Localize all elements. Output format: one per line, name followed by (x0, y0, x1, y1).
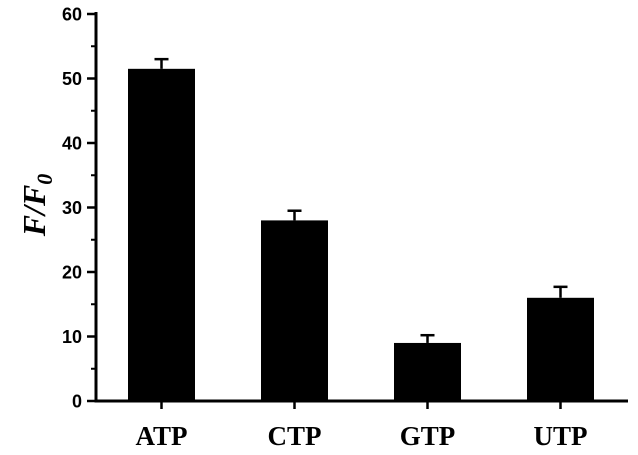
x-tick-label-ctp: CTP (268, 421, 322, 451)
y-tick-label: 40 (62, 134, 82, 154)
bar-atp (128, 68, 195, 401)
bar-gtp (394, 342, 461, 401)
y-tick-label: 60 (62, 5, 82, 25)
bar-utp (527, 297, 594, 401)
y-tick-label: 10 (62, 327, 82, 347)
y-tick-label: 0 (72, 392, 82, 412)
y-axis-label-main: F/F (16, 185, 52, 238)
y-tick-label: 20 (62, 263, 82, 283)
x-axis: ATP CTP GTP UTP (94, 399, 628, 451)
y-tick-label: 30 (62, 198, 82, 218)
y-axis-label-subscript: 0 (32, 174, 57, 185)
y-axis: 0 10 20 30 40 50 60 (62, 5, 98, 412)
y-tick-label: 50 (62, 69, 82, 89)
error-bars (154, 57, 568, 343)
x-tick-label-gtp: GTP (400, 421, 456, 451)
bar-ctp (261, 220, 328, 401)
x-tick-label-utp: UTP (534, 421, 588, 451)
bars (128, 68, 594, 401)
x-tick-label-atp: ATP (136, 421, 188, 451)
y-axis-label: F/F0 (16, 174, 57, 238)
